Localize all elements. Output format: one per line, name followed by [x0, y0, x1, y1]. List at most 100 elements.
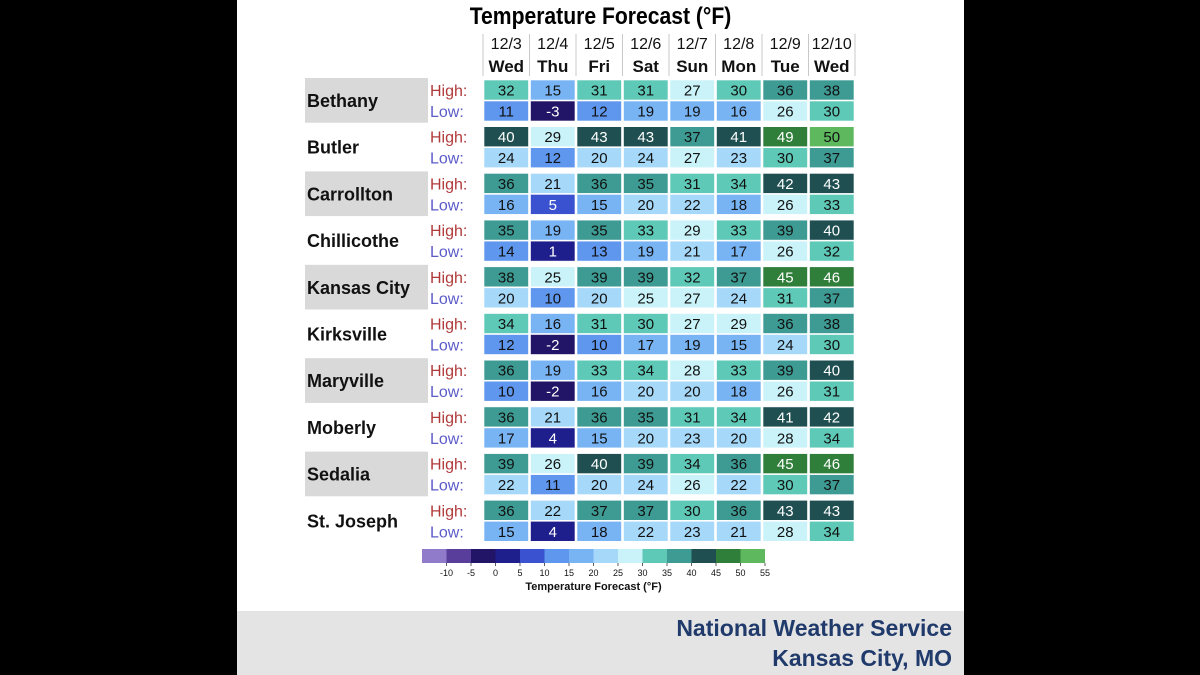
temp-value: 36 [777, 83, 794, 100]
temp-value: 37 [684, 129, 701, 146]
temp-value: 11 [498, 104, 514, 121]
temp-value: 10 [591, 337, 608, 354]
temp-cell [809, 474, 855, 495]
temp-value: 21 [544, 176, 561, 193]
temp-value: 39 [637, 269, 654, 286]
scale-swatch [593, 549, 618, 563]
scale-tick-label: 0 [493, 568, 498, 578]
low-row-label: Low: [430, 291, 464, 308]
temp-value: 34 [684, 456, 701, 473]
temp-cell [716, 194, 762, 215]
temp-cell [716, 100, 762, 122]
temp-cell [716, 219, 762, 241]
temp-value: 27 [684, 290, 701, 307]
temp-value: 10 [544, 290, 561, 307]
temp-value: 37 [591, 503, 608, 520]
city-row-shade [305, 451, 428, 497]
temp-cell [762, 287, 808, 309]
temp-cell [483, 474, 529, 495]
city-row-shade [305, 264, 428, 310]
temp-cell [762, 359, 808, 381]
temp-cell [576, 520, 622, 542]
day-header: Thu [537, 57, 568, 76]
temp-cell [483, 266, 529, 288]
temp-cell [809, 406, 855, 428]
forecast-table-chart: 12/3 Wed 12/4 Thu 12/5 Fri 12/6 Sat 12/7 Sun 12/8 M… [305, 34, 856, 593]
temp-value: 4 [549, 430, 557, 447]
temp-cell [669, 499, 715, 521]
temp-value: 31 [684, 176, 701, 193]
temp-value: 27 [684, 83, 701, 100]
temp-cell [669, 427, 715, 449]
temp-cell [809, 313, 855, 334]
temp-cell [762, 499, 808, 521]
temp-cell [576, 79, 622, 101]
temp-cell [483, 240, 529, 262]
temp-value: 22 [544, 503, 561, 520]
temp-value: 46 [823, 456, 840, 473]
temp-value: 21 [544, 409, 561, 426]
temp-value: 17 [498, 430, 515, 447]
temp-cell [762, 427, 808, 449]
temp-cell [669, 453, 715, 474]
temp-value: 12 [544, 150, 561, 167]
scale-tick-label: 30 [637, 568, 647, 578]
day-header: Wed [488, 57, 524, 76]
temp-cell [623, 219, 669, 241]
temp-cell [809, 219, 855, 241]
date-header: 12/9 [770, 36, 801, 53]
temp-cell [576, 287, 622, 309]
temp-value: 43 [823, 176, 840, 193]
high-row-label: High: [430, 176, 467, 193]
temp-cell [809, 359, 855, 381]
temp-value: 29 [684, 223, 701, 240]
temp-cell [669, 334, 715, 355]
temp-value: 20 [591, 150, 608, 167]
temp-cell [669, 406, 715, 428]
temp-value: 26 [777, 244, 794, 261]
temp-cell [530, 474, 576, 495]
temp-cell [762, 240, 808, 262]
temp-cell [762, 406, 808, 428]
temp-cell [576, 194, 622, 215]
low-row-label: Low: [430, 151, 464, 168]
temp-value: 28 [777, 430, 794, 447]
temp-cell [623, 359, 669, 381]
temp-cell [809, 499, 855, 521]
temp-cell [716, 474, 762, 495]
temp-cell [669, 287, 715, 309]
temp-cell [483, 406, 529, 428]
high-row-label: High: [430, 223, 467, 240]
temp-value: 27 [684, 316, 701, 333]
day-header: Mon [721, 57, 756, 76]
temp-cell [809, 147, 855, 168]
temp-cell [716, 359, 762, 381]
temp-value: 17 [637, 337, 654, 354]
scale-swatch [716, 549, 741, 563]
temp-cell [576, 406, 622, 428]
temp-cell [483, 194, 529, 215]
temp-cell [716, 406, 762, 428]
temp-value: 34 [823, 430, 840, 447]
temp-value: 15 [498, 524, 515, 541]
temp-value: 36 [498, 176, 515, 193]
temp-cell [576, 173, 622, 194]
temp-value: 24 [498, 150, 515, 167]
scale-swatch [667, 549, 692, 563]
temp-value: 20 [591, 477, 608, 494]
date-header: 12/8 [723, 36, 754, 53]
temp-cell [762, 474, 808, 495]
temp-cell [809, 334, 855, 355]
temp-cell [762, 334, 808, 355]
temp-value: 31 [684, 409, 701, 426]
temp-value: 16 [498, 197, 515, 214]
temp-cell [623, 313, 669, 334]
date-header: 12/7 [677, 36, 708, 53]
temp-value: 40 [823, 223, 840, 240]
temp-cell [530, 194, 576, 215]
temp-value: 39 [498, 456, 515, 473]
temp-cell [483, 334, 529, 355]
temp-value: 15 [591, 430, 608, 447]
temp-cell [483, 380, 529, 402]
scale-tick-label: 10 [539, 568, 549, 578]
